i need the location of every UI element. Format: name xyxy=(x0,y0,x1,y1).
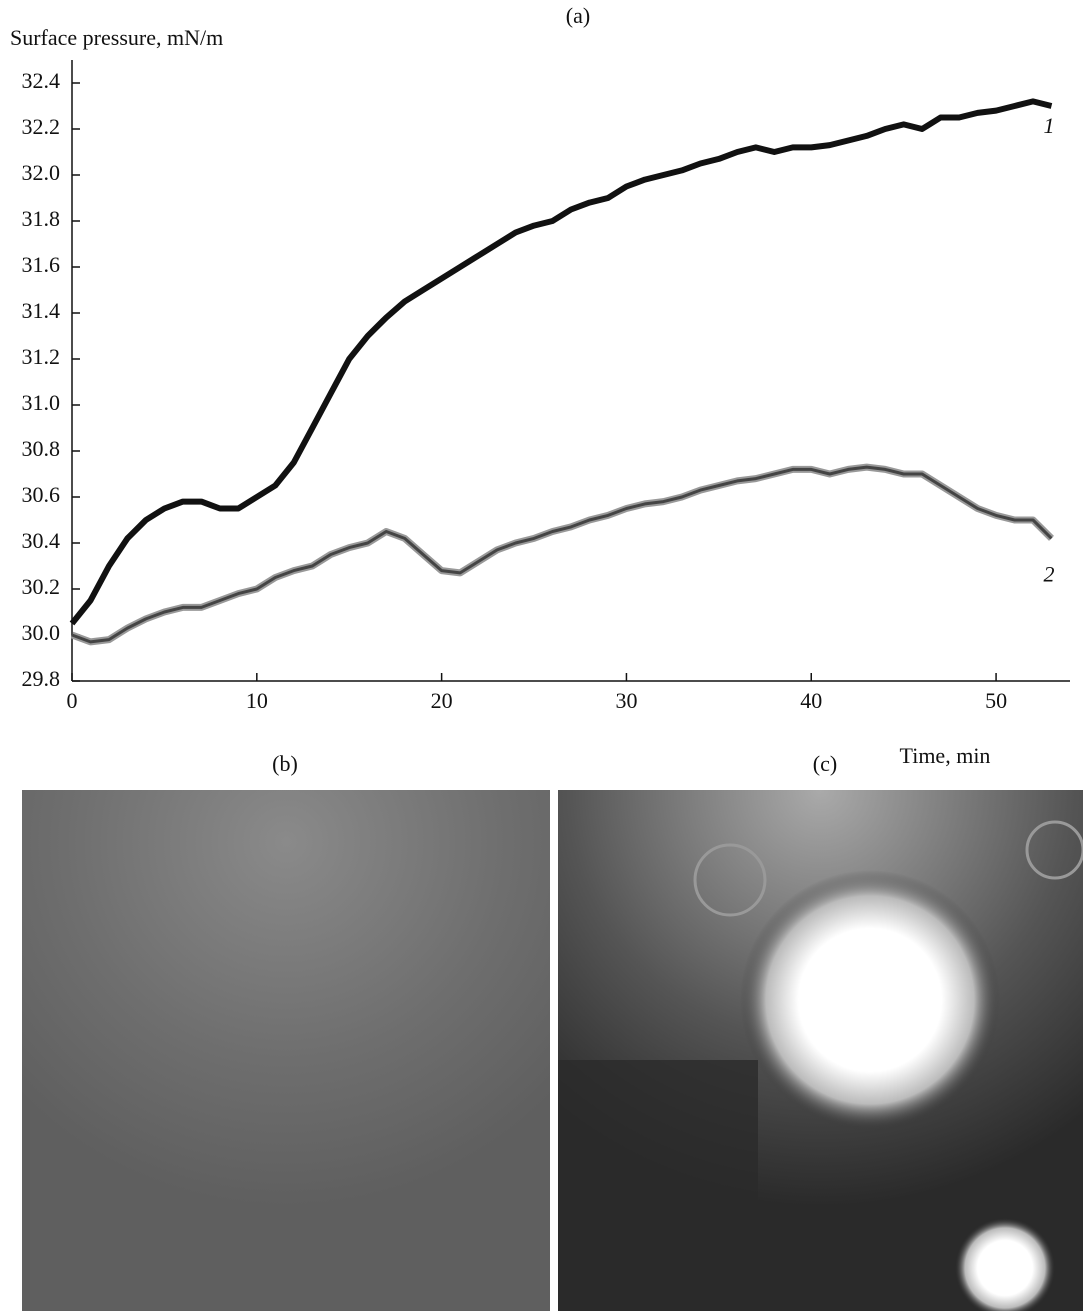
panel-caption: (b) xyxy=(272,751,298,776)
y-tick-label: 32.4 xyxy=(22,68,61,93)
x-tick-label: 0 xyxy=(67,688,78,713)
chart-title: (a) xyxy=(566,3,590,28)
y-tick-label: 32.2 xyxy=(22,114,61,139)
y-tick-label: 30.6 xyxy=(22,482,61,507)
x-tick-label: 30 xyxy=(615,688,637,713)
micrograph-c xyxy=(558,790,1083,1316)
series-halo xyxy=(70,463,1054,646)
series-line xyxy=(71,465,1053,644)
micrograph-b xyxy=(22,790,550,1311)
panel-caption: (c) xyxy=(813,751,837,776)
y-tick-label: 31.0 xyxy=(22,390,61,415)
x-tick-label: 50 xyxy=(985,688,1007,713)
y-axis-label: Surface pressure, mN/m xyxy=(10,25,223,50)
y-tick-label: 31.6 xyxy=(22,252,61,277)
x-tick-label: 10 xyxy=(246,688,268,713)
x-tick-label: 40 xyxy=(800,688,822,713)
y-tick-label: 32.0 xyxy=(22,160,61,185)
y-tick-label: 30.4 xyxy=(22,528,61,553)
y-tick-label: 30.2 xyxy=(22,574,61,599)
series-label: 2 xyxy=(1044,561,1055,586)
series-line xyxy=(69,98,1053,626)
x-tick-label: 20 xyxy=(431,688,453,713)
series-label: 1 xyxy=(1044,113,1055,138)
y-tick-label: 31.4 xyxy=(22,298,61,323)
y-tick-label: 31.8 xyxy=(22,206,61,231)
y-tick-label: 29.8 xyxy=(22,666,61,691)
y-tick-label: 31.2 xyxy=(22,344,61,369)
y-tick-label: 30.8 xyxy=(22,436,61,461)
y-tick-label: 30.0 xyxy=(22,620,61,645)
x-axis-label: Time, min xyxy=(900,743,991,768)
